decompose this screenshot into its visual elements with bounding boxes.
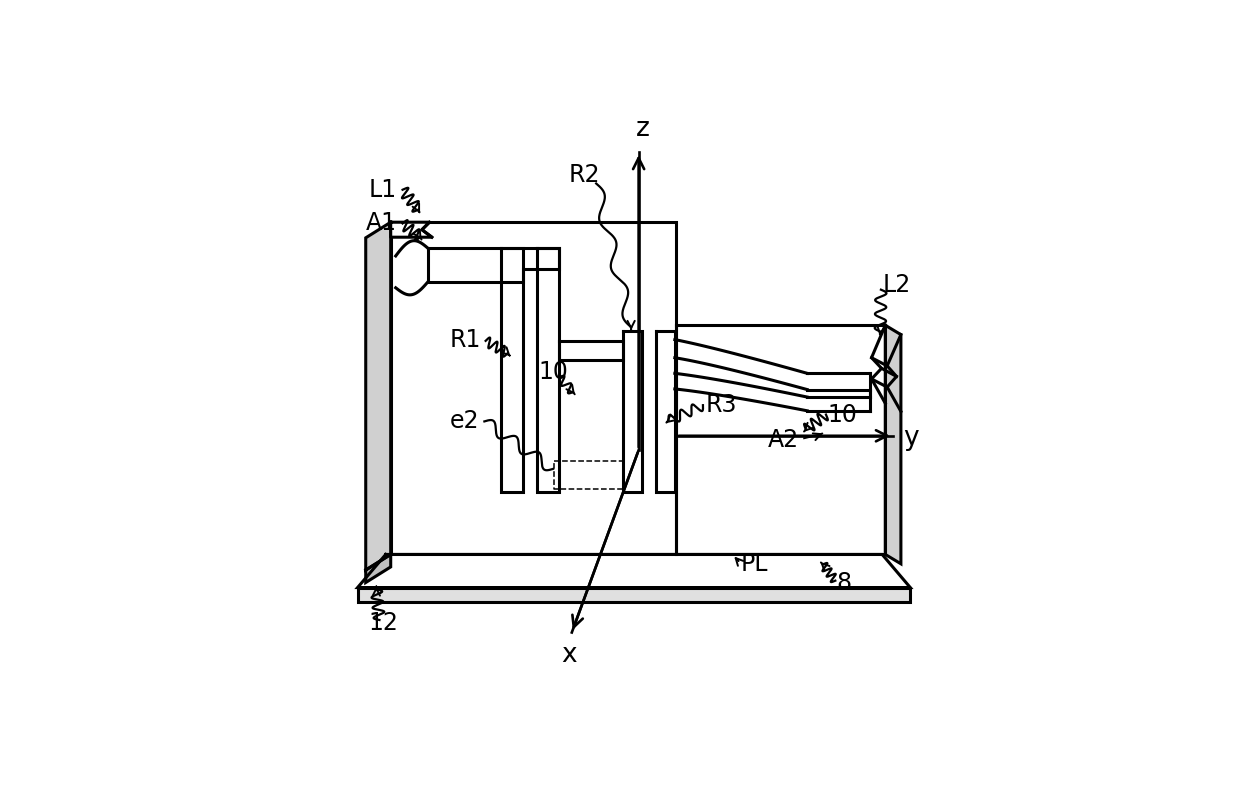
Text: 10: 10 <box>828 402 858 427</box>
Polygon shape <box>391 222 432 237</box>
Text: z: z <box>635 116 650 142</box>
Text: PL: PL <box>740 552 768 577</box>
Polygon shape <box>622 332 642 492</box>
Polygon shape <box>391 222 676 555</box>
Polygon shape <box>559 341 622 359</box>
Text: R3: R3 <box>706 393 737 417</box>
Text: 8: 8 <box>837 571 852 595</box>
Text: A2: A2 <box>768 427 799 452</box>
Polygon shape <box>656 332 675 492</box>
Text: A1: A1 <box>366 212 397 235</box>
Polygon shape <box>357 587 910 602</box>
Text: L2: L2 <box>882 272 910 297</box>
Text: L1: L1 <box>368 178 397 202</box>
Text: 12: 12 <box>368 611 399 635</box>
Text: R2: R2 <box>569 163 600 187</box>
Polygon shape <box>428 248 559 281</box>
Polygon shape <box>357 555 910 587</box>
Polygon shape <box>537 248 559 492</box>
Text: y: y <box>903 425 919 451</box>
Text: 10: 10 <box>538 360 568 384</box>
Polygon shape <box>366 555 391 582</box>
Polygon shape <box>366 222 391 570</box>
Text: x: x <box>560 642 577 667</box>
Text: e2: e2 <box>450 409 480 433</box>
Polygon shape <box>676 325 885 555</box>
Text: R1: R1 <box>449 328 481 352</box>
Polygon shape <box>501 248 523 492</box>
Polygon shape <box>885 325 901 564</box>
